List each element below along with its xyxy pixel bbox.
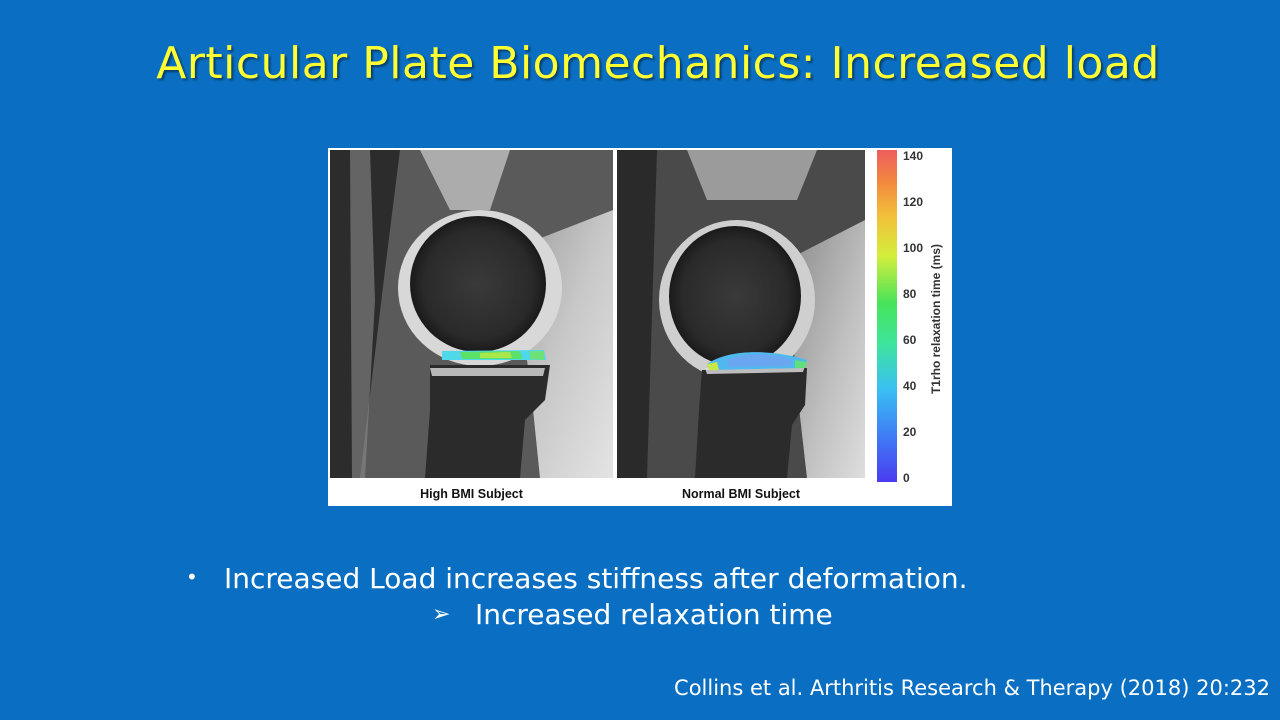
colorbar-tick: 140	[903, 149, 924, 163]
colorbar-tick: 40	[903, 379, 917, 393]
bullet-item: • Increased Load increases stiffness afte…	[186, 562, 968, 595]
sub-bullet-item: ➢ Increased relaxation time	[432, 598, 833, 631]
bullet-text: Increased Load increases stiffness after…	[224, 562, 968, 595]
colorbar	[877, 150, 897, 482]
bullet-marker: •	[186, 565, 198, 589]
colorbar-tick: 20	[903, 425, 917, 439]
citation: Collins et al. Arthritis Research & Ther…	[674, 676, 1270, 700]
colorbar-tick: 100	[903, 241, 924, 255]
colorbar-tick: 60	[903, 333, 917, 347]
slide-title: Articular Plate Biomechanics: Increased …	[156, 38, 1160, 89]
colorbar-tick: 80	[903, 287, 917, 301]
normal-bmi-label: Normal BMI Subject	[681, 487, 801, 501]
colorbar-label: T1rho relaxation time (ms)	[929, 243, 943, 395]
sub-bullet-text: Increased relaxation time	[475, 598, 833, 631]
mri-image-high-bmi	[330, 150, 613, 478]
mri-image-normal-bmi	[617, 150, 865, 478]
high-bmi-label: High BMI Subject	[420, 487, 523, 501]
mri-figure: High BMI Subject Normal BMI Subject 140 …	[328, 148, 952, 506]
colorbar-tick: 120	[903, 195, 924, 209]
arrow-bullet-icon: ➢	[432, 602, 451, 627]
colorbar-tick: 0	[903, 471, 910, 485]
